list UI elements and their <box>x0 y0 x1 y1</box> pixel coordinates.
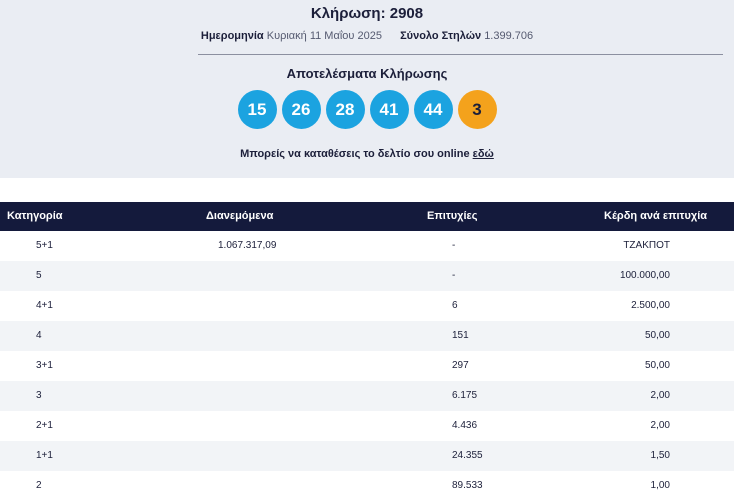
number-ball: 26 <box>281 90 321 129</box>
table-row: 2+1 4.436 2,00 <box>0 411 734 441</box>
online-link[interactable]: εδώ <box>472 148 494 160</box>
prize-cell: 1,50 <box>650 450 670 461</box>
date-value: Κυριακή 11 Μαΐου 2025 <box>266 30 382 42</box>
category-cell: 2+1 <box>36 420 53 431</box>
table-row: 4 151 50,00 <box>0 321 734 351</box>
table-row: 5 - 100.000,00 <box>0 261 734 291</box>
results-title: Αποτελέσματα Κλήρωσης <box>286 66 448 81</box>
table-row: 3+1 297 50,00 <box>0 351 734 381</box>
category-cell: 2 <box>36 480 42 491</box>
header-winners: Επιτυχίες <box>427 210 478 222</box>
columns-value: 1.399.706 <box>484 30 534 42</box>
winners-cell: 151 <box>452 330 469 341</box>
date-label: Ημερομηνία <box>200 30 264 42</box>
number-ball: 28 <box>325 90 365 129</box>
table-row: 1+1 24.355 1,50 <box>0 441 734 471</box>
table-row: 3 6.175 2,00 <box>0 381 734 411</box>
columns-label: Σύνολο Στηλών <box>400 30 482 42</box>
divider <box>198 54 723 55</box>
online-text: Μπορείς να καταθέσεις το δελτίο σου onli… <box>240 148 470 160</box>
draw-results-panel: Κλήρωση: 2908 Ημερομηνία Κυριακή 11 Μαΐο… <box>0 0 734 178</box>
category-cell: 3 <box>36 390 42 401</box>
prize-cell: 50,00 <box>644 330 670 341</box>
number-ball: 41 <box>369 90 409 129</box>
prize-cell: 1,00 <box>650 480 670 491</box>
draw-meta: Ημερομηνία Κυριακή 11 Μαΐου 2025 Σύνολο … <box>0 30 734 42</box>
winners-cell: - <box>452 270 456 281</box>
table-row: 4+1 6 2.500,00 <box>0 291 734 321</box>
category-cell: 5+1 <box>36 240 53 251</box>
winners-cell: 24.355 <box>452 450 483 461</box>
distributed-cell: 1.067.317,09 <box>218 240 277 251</box>
winners-cell: - <box>452 240 456 251</box>
category-cell: 3+1 <box>36 360 53 371</box>
prize-cell: 50,00 <box>644 360 670 371</box>
prize-cell: 2,00 <box>650 390 670 401</box>
prize-cell: 100.000,00 <box>619 270 670 281</box>
prize-table-header: Κατηγορία Διανεμόμενα Επιτυχίες Κέρδη αν… <box>0 202 734 231</box>
table-row: 5+1 1.067.317,09 - ΤΖΑΚΠΟΤ <box>0 231 734 261</box>
online-betting-note: Μπορείς να καταθέσεις το δελτίο σου onli… <box>0 148 734 160</box>
joker-ball: 3 <box>457 90 497 129</box>
category-cell: 4 <box>36 330 42 341</box>
winners-cell: 297 <box>452 360 469 371</box>
winners-cell: 6.175 <box>452 390 478 401</box>
category-cell: 1+1 <box>36 450 53 461</box>
winners-cell: 89.533 <box>452 480 483 491</box>
category-cell: 4+1 <box>36 300 53 311</box>
category-cell: 5 <box>36 270 42 281</box>
winners-cell: 6 <box>452 300 458 311</box>
number-ball: 15 <box>237 90 277 129</box>
winning-numbers: 15 26 28 41 44 3 <box>0 90 734 130</box>
header-category: Κατηγορία <box>7 210 63 222</box>
draw-title: Κλήρωση: 2908 <box>310 5 424 22</box>
prize-cell: 2,00 <box>650 420 670 431</box>
table-row: 2 89.533 1,00 <box>0 471 734 497</box>
number-ball: 44 <box>413 90 453 129</box>
header-prize-per-winner: Κέρδη ανά επιτυχία <box>604 210 708 222</box>
prize-cell: ΤΖΑΚΠΟΤ <box>623 240 670 251</box>
winners-cell: 4.436 <box>452 420 478 431</box>
header-distributed: Διανεμόμενα <box>206 210 274 222</box>
prize-cell: 2.500,00 <box>631 300 670 311</box>
